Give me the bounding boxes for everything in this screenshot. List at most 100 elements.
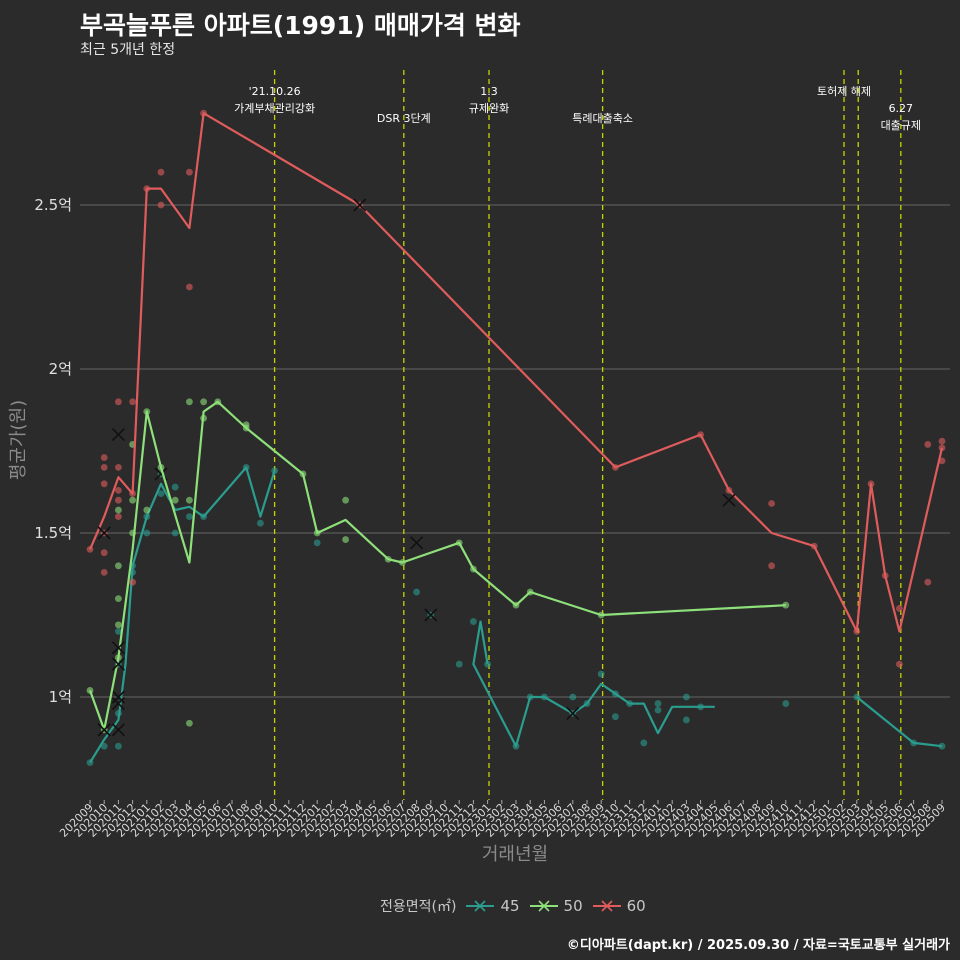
cross-marker <box>111 641 125 655</box>
legend-item-50: 50 <box>529 897 583 915</box>
data-point <box>782 700 790 707</box>
data-point <box>342 536 349 543</box>
cross-marker <box>97 723 111 737</box>
data-point <box>455 660 463 668</box>
cross-marker <box>353 198 367 212</box>
policy-label: 토허제 해제 <box>817 84 871 98</box>
policy-label: 대출규제 <box>881 119 921 132</box>
data-point <box>186 719 193 727</box>
data-point <box>100 480 108 488</box>
legend: 전용면적(㎡) 45 50 60 <box>380 896 646 916</box>
cross-marker <box>424 608 438 622</box>
policy-label: 6.27 <box>889 102 914 115</box>
series-line-60 <box>88 112 944 633</box>
series-line-50 <box>88 400 786 731</box>
policy-label: 특례대출축소 <box>572 112 633 125</box>
data-point <box>115 506 122 514</box>
policy-label: '21.10.26 <box>249 85 301 98</box>
data-point <box>115 464 122 471</box>
data-point <box>115 621 122 629</box>
data-point <box>100 464 108 471</box>
data-point <box>100 568 108 576</box>
data-point <box>768 562 775 570</box>
data-point <box>115 398 122 406</box>
policy-label: 규제완화 <box>469 102 509 115</box>
data-point <box>896 660 903 668</box>
data-point <box>115 595 122 602</box>
data-point <box>115 513 122 520</box>
data-point <box>157 490 165 498</box>
cross-marker <box>111 723 125 737</box>
data-point <box>100 742 108 750</box>
data-point <box>683 716 690 724</box>
series-line-45 <box>89 466 276 764</box>
data-point <box>186 398 193 406</box>
data-point <box>342 496 349 504</box>
policy-label: 가계부채관리강화 <box>234 102 315 115</box>
data-point <box>654 700 662 707</box>
policy-label: DSR 3단계 <box>377 112 431 125</box>
data-point <box>768 500 775 507</box>
series-50 <box>86 398 790 737</box>
data-point <box>129 578 137 586</box>
data-point <box>413 588 420 596</box>
data-point <box>186 496 193 504</box>
cross-marker <box>410 536 424 550</box>
cross-marker <box>111 696 125 711</box>
data-point <box>612 713 619 721</box>
chart-title: 부곡늘푸른 아파트(1991) 매매가격 변화 <box>80 11 521 40</box>
data-point <box>200 398 208 406</box>
data-point <box>129 398 137 406</box>
y-tick-label: 2억 <box>49 360 72 378</box>
data-point <box>683 693 690 701</box>
data-point <box>597 670 605 678</box>
data-point <box>186 283 193 291</box>
axes: 1억1.5억2억2.5억2020092020102020112020122021… <box>34 196 948 840</box>
legend-item-45: 45 <box>466 897 520 915</box>
source-caption: ©디아파트(dapt.kr) / 2025.09.30 / 자료=국토교통부 실… <box>566 938 950 953</box>
data-point <box>143 529 151 537</box>
data-point <box>115 562 122 570</box>
legend-label-50: 50 <box>563 897 583 915</box>
series-line-45 <box>856 696 943 748</box>
data-point <box>100 549 108 557</box>
legend-label-45: 45 <box>500 897 520 915</box>
data-point <box>100 454 108 461</box>
legend-item-60: 60 <box>592 897 646 915</box>
cross-marker <box>111 428 125 442</box>
series-line-45 <box>472 620 715 748</box>
data-point <box>115 496 122 504</box>
data-point <box>157 201 165 209</box>
cross-marker <box>111 657 125 671</box>
data-point <box>115 628 122 635</box>
cross-marker <box>111 690 125 704</box>
data-point <box>171 529 179 537</box>
data-point <box>640 739 648 747</box>
data-point <box>115 742 122 750</box>
data-point <box>186 513 193 520</box>
series-group <box>86 109 946 766</box>
cross-marker <box>722 493 736 507</box>
data-point <box>257 519 264 527</box>
series-60 <box>86 109 946 668</box>
cross-marker <box>97 526 111 540</box>
cross-marker <box>566 706 580 720</box>
data-point <box>313 539 321 547</box>
legend-key-45 <box>466 900 495 912</box>
data-point <box>782 601 790 609</box>
data-point <box>115 486 122 494</box>
data-point <box>470 618 477 625</box>
y-tick-label: 1.5억 <box>34 524 72 542</box>
chart-subtitle: 최근 5개년 한정 <box>80 42 176 58</box>
data-point <box>938 437 946 445</box>
data-point <box>157 168 165 176</box>
data-point <box>896 605 903 612</box>
data-point <box>129 496 137 504</box>
y-axis-label: 평균가(원) <box>8 400 29 480</box>
gridlines <box>80 204 950 698</box>
legend-key-60 <box>592 900 621 912</box>
legend-title: 전용면적(㎡) <box>380 899 457 915</box>
legend-label-60: 60 <box>626 897 646 915</box>
